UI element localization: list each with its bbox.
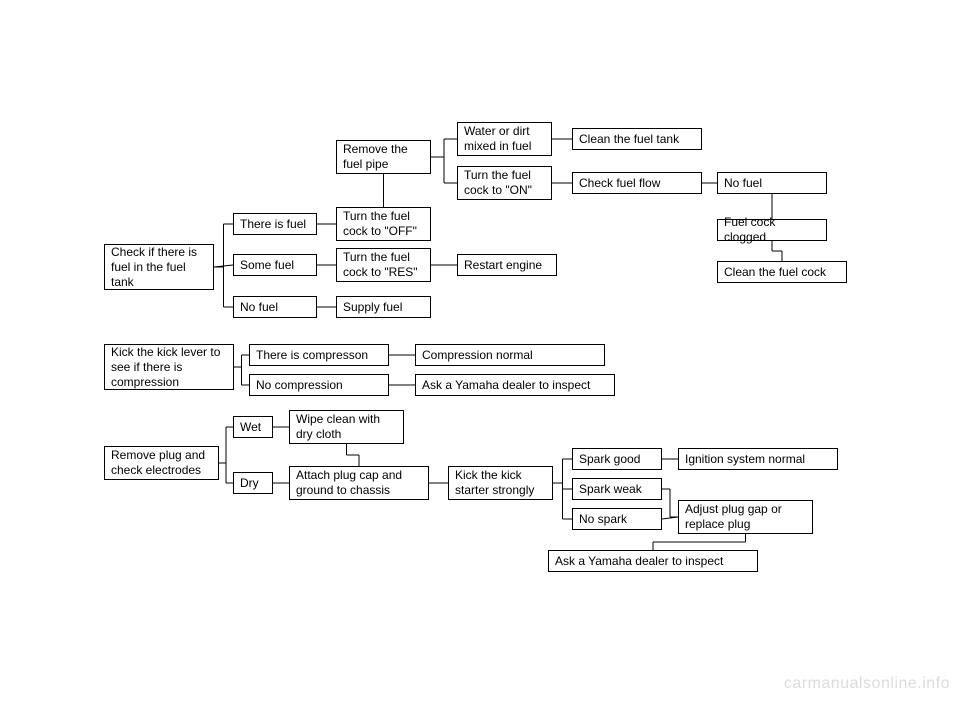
flow-node-a6a: Clean the fuel tank [572,128,702,150]
flow-node-a5b: Turn the fuel cock to "ON" [457,166,552,200]
flow-node-a3b: Turn the fuel cock to "RES" [336,248,431,282]
flow-node-c7: Ask a Yamaha dealer to inspect [548,550,758,572]
flow-node-c5c: No spark [572,508,662,530]
flow-node-c1: Remove plug and check electrodes [104,446,219,480]
flow-node-b3b: Ask a Yamaha dealer to inspect [415,374,615,396]
flow-node-b3a: Compression normal [415,344,605,366]
flow-node-b2b: No compression [249,374,389,396]
flow-node-a2a: There is fuel [233,213,317,235]
watermark-text: carmanualsonline.info [784,675,950,693]
flow-node-b2a: There is compresson [249,344,389,366]
flow-node-a6b: Check fuel flow [572,172,702,194]
flow-node-c3a: Wipe clean with dry cloth [289,410,404,444]
flow-node-a5a: Water or dirt mixed in fuel [457,122,552,156]
flow-node-c6a: Ignition system normal [678,448,838,470]
flow-node-a1: Check if there is fuel in the fuel tank [104,244,214,290]
flow-node-a2b: Some fuel [233,254,317,276]
flow-node-a9: Clean the fuel cock [717,261,847,283]
flow-node-c5a: Spark good [572,448,662,470]
flow-node-a7: No fuel [717,172,827,194]
flow-node-a4: Remove the fuel pipe [336,140,431,174]
flow-node-a3c: Supply fuel [336,296,431,318]
flow-node-a3a: Turn the fuel cock to "OFF" [336,207,431,241]
flow-node-c4: Kick the kick starter strongly [448,466,553,500]
flow-node-a2c: No fuel [233,296,317,318]
flow-node-a10: Restart engine [457,254,557,276]
flow-node-c6b: Adjust plug gap or replace plug [678,500,813,534]
flow-node-a8: Fuel cock clogged [717,219,827,241]
flow-node-c2b: Dry [233,472,273,494]
flow-node-b1: Kick the kick lever to see if there is c… [104,344,234,390]
flow-node-c5b: Spark weak [572,478,662,500]
flow-node-c3b: Attach plug cap and ground to chassis [289,466,429,500]
flow-node-c2a: Wet [233,416,273,438]
